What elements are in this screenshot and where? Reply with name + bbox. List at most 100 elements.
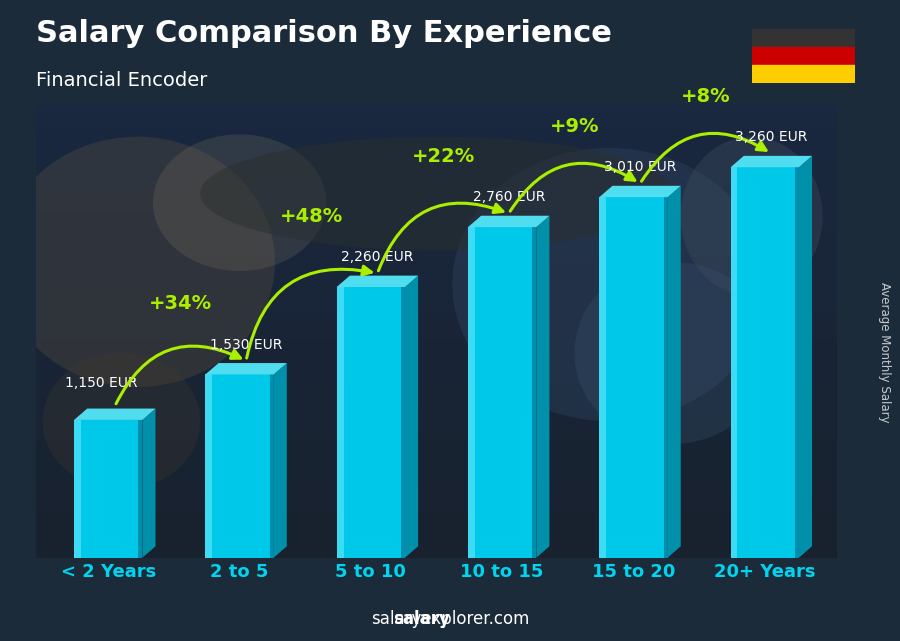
- Polygon shape: [731, 167, 799, 558]
- Polygon shape: [400, 287, 405, 558]
- Bar: [36, 276, 837, 285]
- Bar: [36, 512, 837, 521]
- Bar: [36, 439, 837, 449]
- Polygon shape: [599, 197, 668, 558]
- Bar: [36, 330, 837, 339]
- Text: 1,530 EUR: 1,530 EUR: [210, 338, 283, 352]
- Polygon shape: [668, 186, 680, 558]
- Polygon shape: [74, 420, 81, 558]
- Bar: [36, 139, 837, 148]
- Polygon shape: [799, 156, 812, 558]
- Polygon shape: [337, 287, 344, 558]
- Bar: [36, 176, 837, 185]
- Polygon shape: [139, 420, 142, 558]
- Bar: [36, 303, 837, 312]
- Bar: [36, 121, 837, 130]
- Bar: [36, 348, 837, 358]
- Bar: [36, 321, 837, 330]
- Polygon shape: [405, 276, 418, 558]
- Ellipse shape: [453, 148, 768, 421]
- Bar: [36, 248, 837, 257]
- Polygon shape: [731, 156, 812, 167]
- Text: +48%: +48%: [280, 207, 344, 226]
- Bar: [36, 485, 837, 494]
- Ellipse shape: [680, 137, 823, 296]
- Bar: [36, 358, 837, 367]
- Polygon shape: [468, 227, 475, 558]
- Polygon shape: [74, 408, 156, 420]
- Polygon shape: [599, 186, 680, 197]
- Polygon shape: [142, 408, 156, 558]
- Bar: [36, 312, 837, 321]
- Ellipse shape: [200, 137, 673, 251]
- Text: +22%: +22%: [411, 147, 474, 166]
- Bar: [36, 376, 837, 385]
- Polygon shape: [599, 197, 607, 558]
- Bar: [36, 185, 837, 194]
- Ellipse shape: [42, 353, 200, 490]
- Bar: [36, 267, 837, 276]
- Bar: [36, 503, 837, 512]
- Polygon shape: [532, 227, 536, 558]
- Bar: [36, 285, 837, 294]
- Text: 3,010 EUR: 3,010 EUR: [604, 160, 676, 174]
- Text: 1,150 EUR: 1,150 EUR: [66, 376, 138, 390]
- Bar: [36, 394, 837, 403]
- Polygon shape: [205, 374, 212, 558]
- Text: 3,260 EUR: 3,260 EUR: [735, 131, 807, 144]
- Ellipse shape: [0, 137, 275, 387]
- Text: 2,260 EUR: 2,260 EUR: [341, 250, 414, 264]
- Bar: [36, 166, 837, 176]
- Bar: [36, 430, 837, 439]
- Bar: [36, 521, 837, 530]
- Bar: [36, 412, 837, 421]
- Text: +8%: +8%: [681, 87, 731, 106]
- Bar: [752, 47, 855, 65]
- Bar: [36, 494, 837, 503]
- Bar: [36, 257, 837, 267]
- Text: Average Monthly Salary: Average Monthly Salary: [878, 282, 890, 423]
- Bar: [36, 421, 837, 430]
- Text: Financial Encoder: Financial Encoder: [36, 71, 207, 90]
- Bar: [36, 367, 837, 376]
- Polygon shape: [795, 167, 799, 558]
- Bar: [36, 221, 837, 230]
- Bar: [36, 230, 837, 239]
- Text: +34%: +34%: [148, 294, 212, 313]
- Bar: [36, 157, 837, 166]
- Bar: [36, 103, 837, 112]
- Bar: [36, 339, 837, 348]
- Bar: [36, 194, 837, 203]
- Bar: [752, 65, 855, 83]
- Text: 2,760 EUR: 2,760 EUR: [472, 190, 544, 204]
- Bar: [36, 385, 837, 394]
- Bar: [36, 112, 837, 121]
- Bar: [36, 549, 837, 558]
- Bar: [36, 203, 837, 212]
- Polygon shape: [468, 227, 536, 558]
- Polygon shape: [731, 167, 737, 558]
- Polygon shape: [468, 216, 549, 227]
- Ellipse shape: [574, 262, 771, 444]
- Bar: [36, 540, 837, 549]
- Bar: [36, 476, 837, 485]
- Bar: [36, 239, 837, 248]
- Bar: [36, 294, 837, 303]
- Bar: [36, 403, 837, 412]
- Text: salary: salary: [393, 610, 450, 628]
- Text: +9%: +9%: [550, 117, 599, 136]
- Polygon shape: [337, 287, 405, 558]
- Text: salaryexplorer.com: salaryexplorer.com: [371, 610, 529, 628]
- Polygon shape: [274, 363, 287, 558]
- Ellipse shape: [153, 135, 326, 271]
- Bar: [36, 449, 837, 458]
- Polygon shape: [536, 216, 549, 558]
- Bar: [36, 467, 837, 476]
- Bar: [752, 29, 855, 47]
- Bar: [36, 458, 837, 467]
- Bar: [36, 530, 837, 540]
- Polygon shape: [663, 197, 668, 558]
- Polygon shape: [337, 276, 419, 287]
- Bar: [36, 148, 837, 157]
- Polygon shape: [270, 374, 274, 558]
